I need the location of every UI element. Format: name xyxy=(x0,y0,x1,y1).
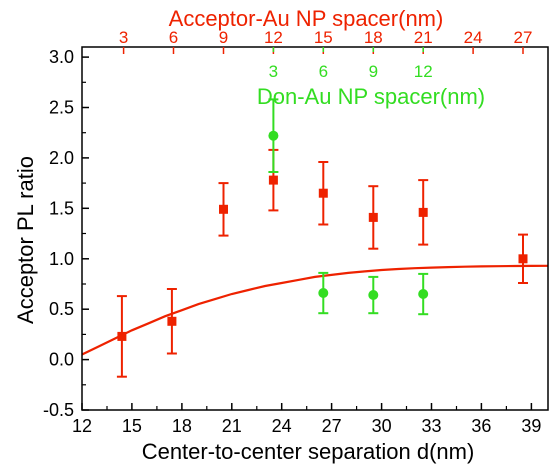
data-point-s1-3 xyxy=(418,289,429,299)
y-tick-label-0: -0.5 xyxy=(43,400,74,420)
top-tick-label-8: 27 xyxy=(514,28,533,47)
top-tick-label-6: 21 xyxy=(414,28,433,47)
axes-layer: 12 15 18 21 24 27 30 33 36 39-0.50.00.51.01.52.02… xyxy=(43,28,549,436)
y-tick-label-5: 2.0 xyxy=(49,148,74,168)
fit-curve-layer xyxy=(81,264,549,356)
y-tick-label-3: 1.0 xyxy=(49,249,74,269)
inner-tick-label-1: 6 xyxy=(319,62,328,81)
y-axis-title: Acceptor PL ratio xyxy=(13,156,38,324)
data-point-s1-1 xyxy=(318,288,329,298)
data-point-s0-2 xyxy=(219,204,228,214)
points-layer xyxy=(116,98,528,378)
top-tick-label-2: 9 xyxy=(219,28,228,47)
x-tick-label-9: 39 xyxy=(521,416,541,436)
y-tick-label-4: 1.5 xyxy=(49,198,74,218)
data-point-s0-5 xyxy=(368,212,378,222)
top-tick-label-5: 18 xyxy=(364,28,383,47)
plot-frame xyxy=(81,46,549,411)
inner-tick-label-3: 12 xyxy=(414,62,433,81)
data-point-s0-6 xyxy=(418,207,428,217)
x-axis-title: Center-to-center separation d(nm) xyxy=(142,439,475,464)
top-tick-label-3: 12 xyxy=(264,28,283,47)
data-point-s0-4 xyxy=(318,188,328,198)
top-tick-label-7: 24 xyxy=(464,28,483,47)
inner-axis-title: Don-Au NP spacer(nm) xyxy=(257,84,485,109)
y-tick-label-2: 0.5 xyxy=(49,299,74,319)
x-tick-label-3: 21 xyxy=(222,416,242,436)
x-tick-label-0: 12 xyxy=(72,416,92,436)
inner-tick-label-0: 3 xyxy=(269,62,278,81)
x-tick-label-4: 24 xyxy=(272,416,292,436)
inner-tick-label-2: 9 xyxy=(369,62,378,81)
data-point-s0-3 xyxy=(268,175,278,185)
x-tick-label-6: 30 xyxy=(372,416,392,436)
x-tick-label-8: 36 xyxy=(471,416,491,436)
data-point-s1-0 xyxy=(268,130,279,141)
data-point-s0-0 xyxy=(117,331,127,341)
fit-curve xyxy=(81,264,549,356)
data-point-s1-2 xyxy=(368,290,379,300)
y-tick-label-6: 2.5 xyxy=(49,98,74,118)
y-tick-label-7: 3.0 xyxy=(49,47,74,67)
x-tick-label-5: 27 xyxy=(322,416,342,436)
y-tick-label-1: 0.0 xyxy=(49,350,74,370)
data-point-s0-1 xyxy=(167,316,177,326)
x-tick-label-7: 33 xyxy=(421,416,441,436)
x-tick-label-1: 15 xyxy=(122,416,142,436)
top-tick-label-0: 3 xyxy=(119,28,128,47)
x-tick-label-2: 18 xyxy=(172,416,192,436)
top-axis-title: Acceptor-Au NP spacer(nm) xyxy=(169,6,444,31)
top-tick-label-1: 6 xyxy=(169,28,178,47)
top-tick-label-4: 15 xyxy=(314,28,333,47)
data-point-s0-7 xyxy=(518,254,528,264)
